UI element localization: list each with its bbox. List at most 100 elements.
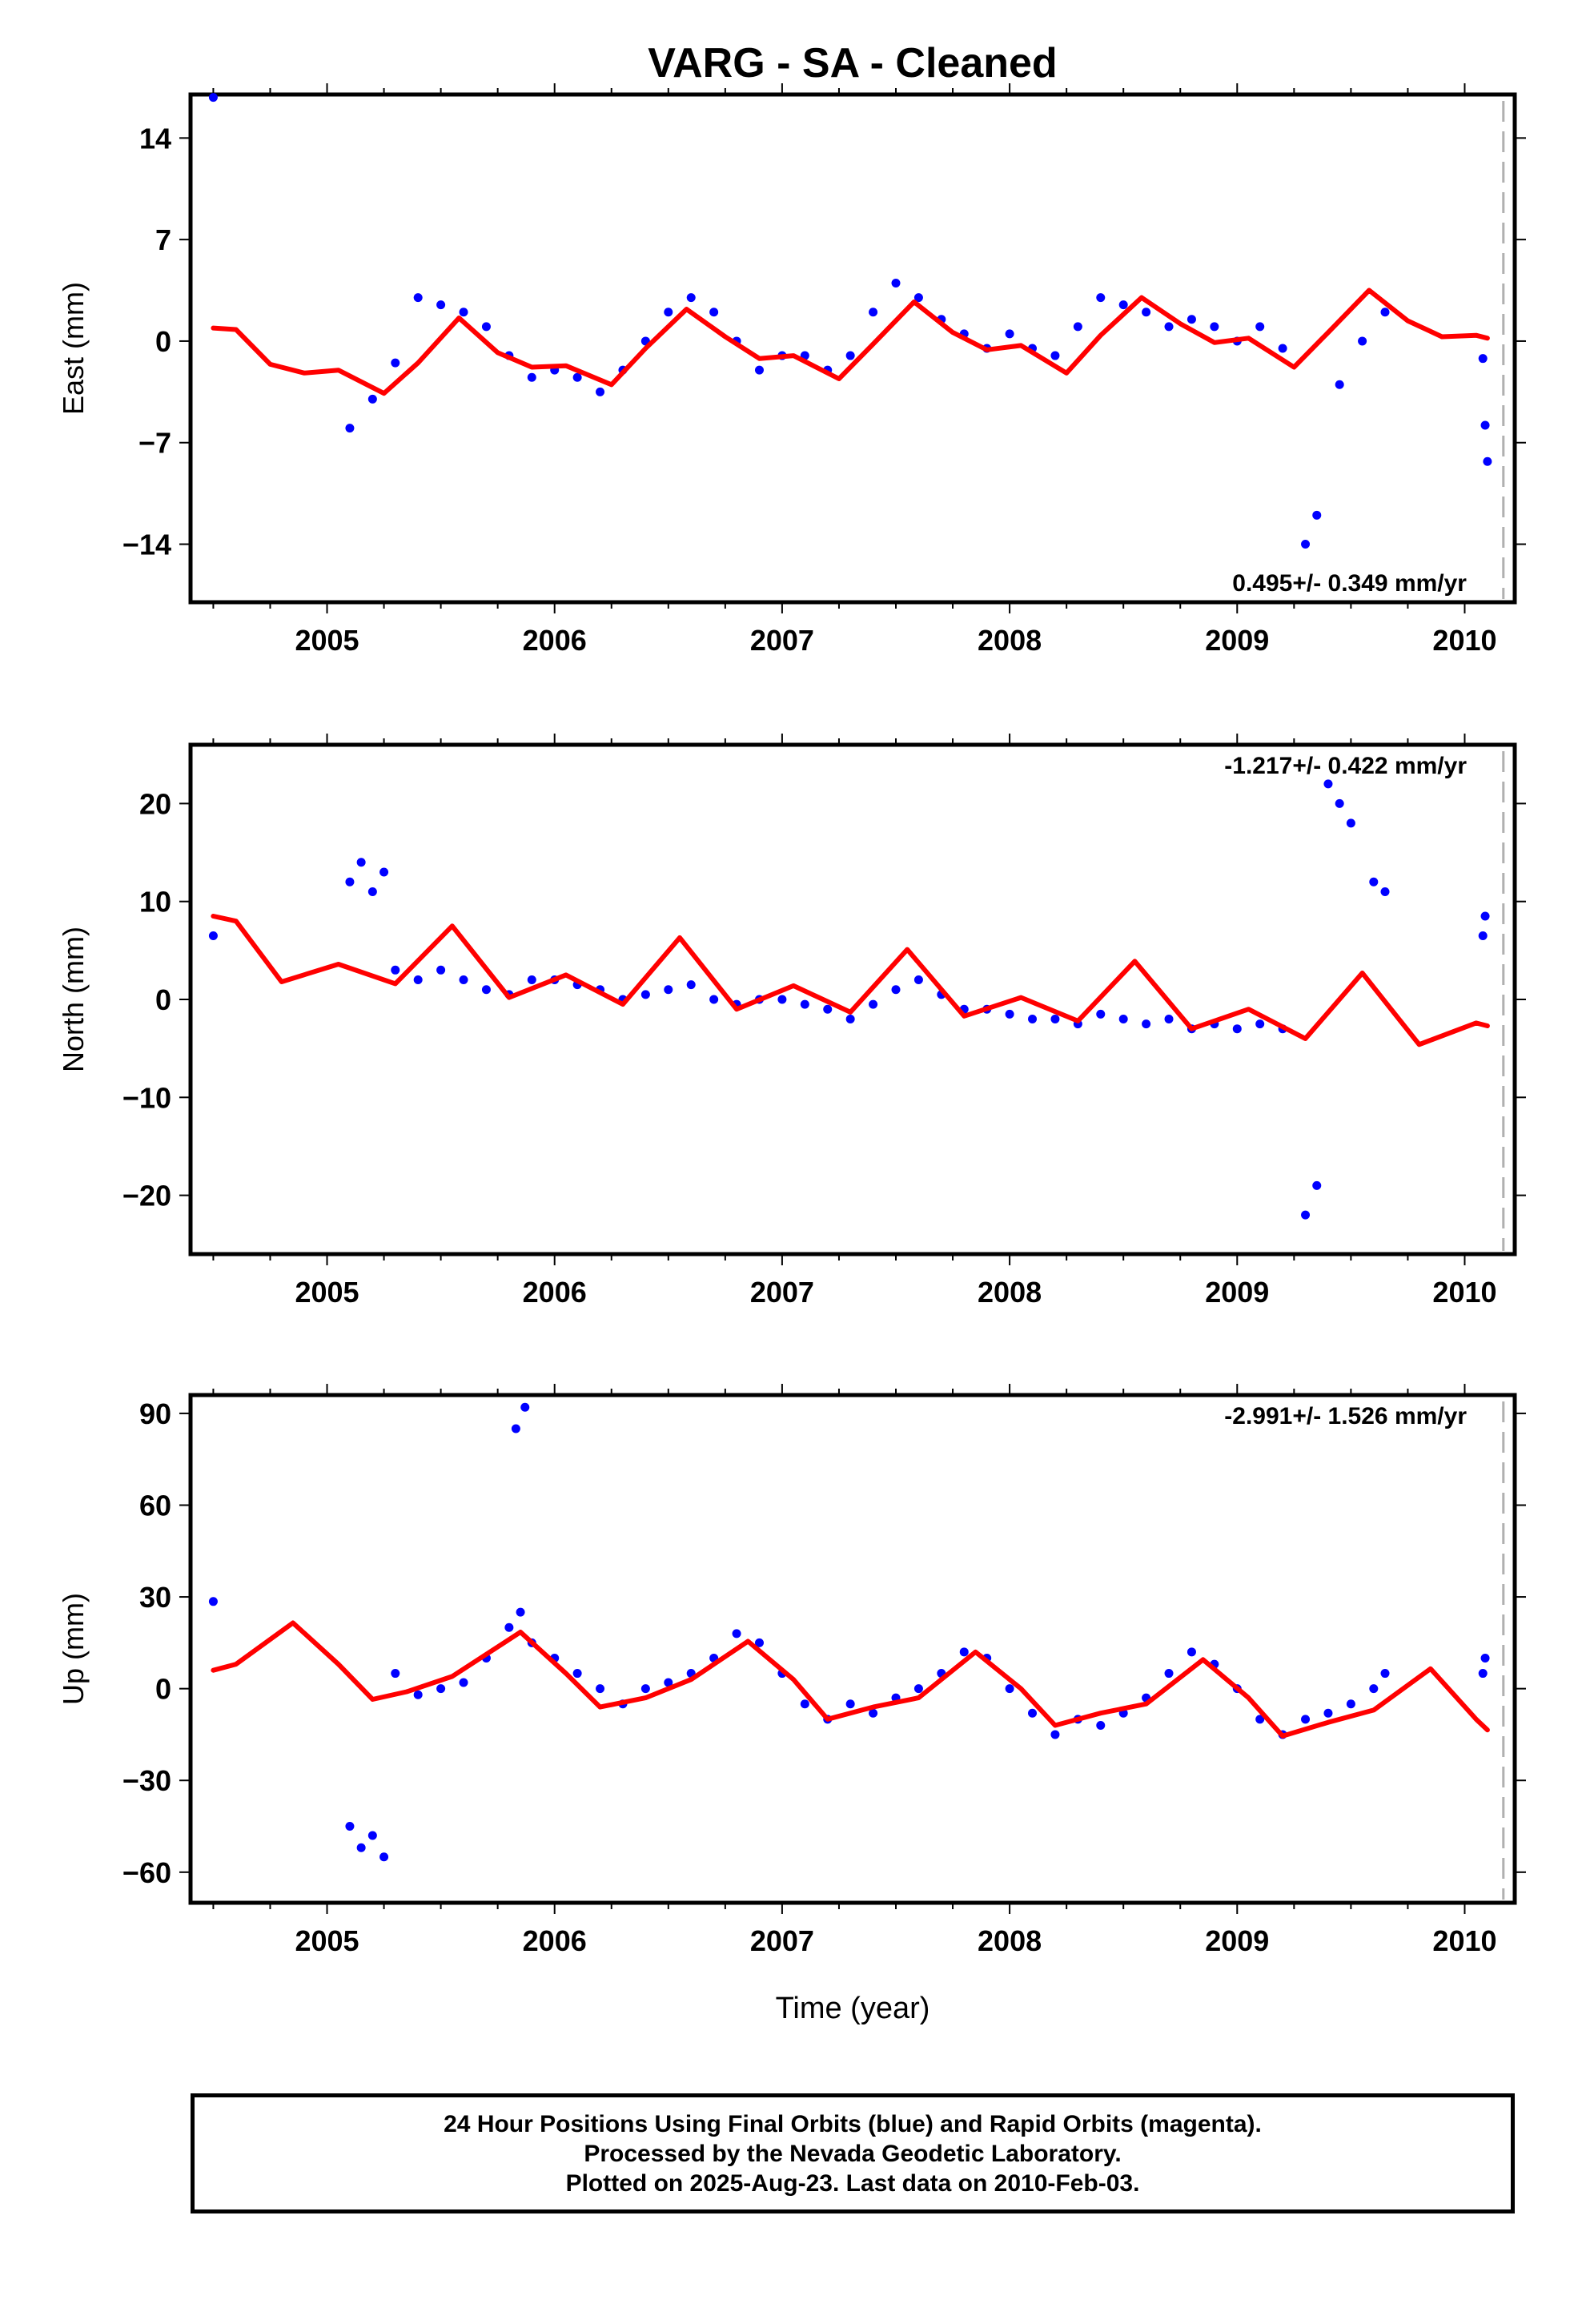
up-y-tick-label: −30 [122,1764,171,1797]
up-data-point [1380,1669,1390,1679]
north-data-point [686,980,696,990]
up-data-point [436,1684,446,1694]
up-data-point [511,1424,520,1433]
up-x-tick-label: 2008 [978,1924,1042,1957]
north-x-tick-label: 2005 [295,1276,359,1309]
east-data-point [845,351,855,360]
east-data-point [1073,322,1082,332]
east-data-point [754,365,764,375]
north-y-tick-label: 10 [139,886,171,919]
north-data-point [1164,1014,1174,1023]
chart-title: VARG - SA - Cleaned [648,40,1057,86]
east-y-tick-label: 14 [139,122,171,155]
north-data-point [1346,818,1355,828]
up-data-point [1478,1669,1488,1679]
north-data-point [823,1004,833,1014]
north-x-tick-label: 2007 [750,1276,814,1309]
east-data-point [1480,420,1490,430]
east-data-point [1164,322,1174,332]
up-data-point [391,1669,400,1679]
north-data-point [1255,1019,1265,1029]
up-data-point [640,1684,650,1694]
north-data-point [1050,1014,1060,1023]
north-data-point [1028,1014,1038,1023]
north-model-fit-line [211,914,1490,1047]
up-data-point [1096,1720,1106,1730]
east-data-point [527,372,536,382]
east-data-point [1255,322,1265,332]
east-model-fit-line [211,287,1490,396]
up-data-point [1346,1699,1355,1709]
east-data-point [686,293,696,303]
up-x-tick-label: 2009 [1205,1924,1269,1957]
east-data-point [1278,344,1287,353]
up-data-point [732,1629,741,1638]
north-data-point [1478,931,1488,940]
up-data-point [208,1597,218,1606]
up-data-point [1186,1647,1196,1657]
north-y-tick-label: 0 [155,983,171,1016]
north-data-point [869,999,878,1009]
east-data-point [1096,293,1106,303]
east-data-point [367,394,377,404]
east-data-point [345,424,355,433]
up-data-point [367,1831,377,1840]
up-y-tick-label: 60 [139,1489,171,1522]
east-x-tick-label: 2005 [295,624,359,657]
east-x-tick-label: 2009 [1205,624,1269,657]
north-data-point [1380,887,1390,896]
east-data-point [436,300,446,310]
north-y-tick-label: 20 [139,787,171,820]
footer-line-1: 24 Hour Positions Using Final Orbits (bl… [444,2110,1262,2137]
up-y-tick-label: −60 [122,1856,171,1889]
north-plot-frame [188,742,1517,1256]
east-y-tick-label: −14 [122,529,171,561]
north-data-point [913,975,923,985]
north-data-point [527,975,536,985]
north-data-point [1118,1014,1128,1023]
east-y-tick-label: 7 [155,223,171,256]
east-data-point [1118,300,1128,310]
up-y-tick-label: 90 [139,1397,171,1430]
up-data-point [356,1843,366,1852]
up-x-tick-label: 2007 [750,1924,814,1957]
up-data-point [1301,1715,1311,1724]
north-data-point [664,985,673,995]
north-x-tick-label: 2006 [523,1276,587,1309]
footer-caption: 24 Hour Positions Using Final Orbits (bl… [191,2093,1515,2213]
north-data-point [356,858,366,867]
east-data-point [1050,351,1060,360]
up-data-point [913,1684,923,1694]
north-data-point [1096,1009,1106,1019]
up-y-tick-label: 30 [139,1581,171,1614]
north-x-tick-label: 2009 [1205,1276,1269,1309]
north-data-point [481,985,491,995]
north-velocity-annotation: -1.217+/- 0.422 mm/yr [1224,753,1467,779]
north-data-point [379,867,389,877]
up-data-point [959,1647,969,1657]
north-data-point [1480,911,1490,921]
up-data-point [664,1678,673,1687]
east-velocity-annotation: 0.495+/- 0.349 mm/yr [1232,570,1467,597]
east-data-point [869,308,878,317]
north-data-point [1312,1180,1322,1190]
east-data-point [664,308,673,317]
north-data-point [1335,798,1344,808]
east-data-point [1312,510,1322,520]
up-data-point [800,1699,809,1709]
north-x-tick-label: 2010 [1432,1276,1496,1309]
north-data-point [1232,1024,1242,1034]
north-data-point [777,995,787,1004]
north-data-point [436,965,446,975]
north-data-point [1142,1019,1151,1029]
north-data-point [391,965,400,975]
east-data-point [596,387,605,396]
up-data-point [1255,1715,1265,1724]
north-data-point [891,985,901,995]
east-x-tick-label: 2007 [750,624,814,657]
east-y-tick-label: 0 [155,325,171,358]
north-data-point [709,995,719,1004]
up-model-fit-line [211,1620,1490,1739]
east-x-tick-label: 2008 [978,624,1042,657]
